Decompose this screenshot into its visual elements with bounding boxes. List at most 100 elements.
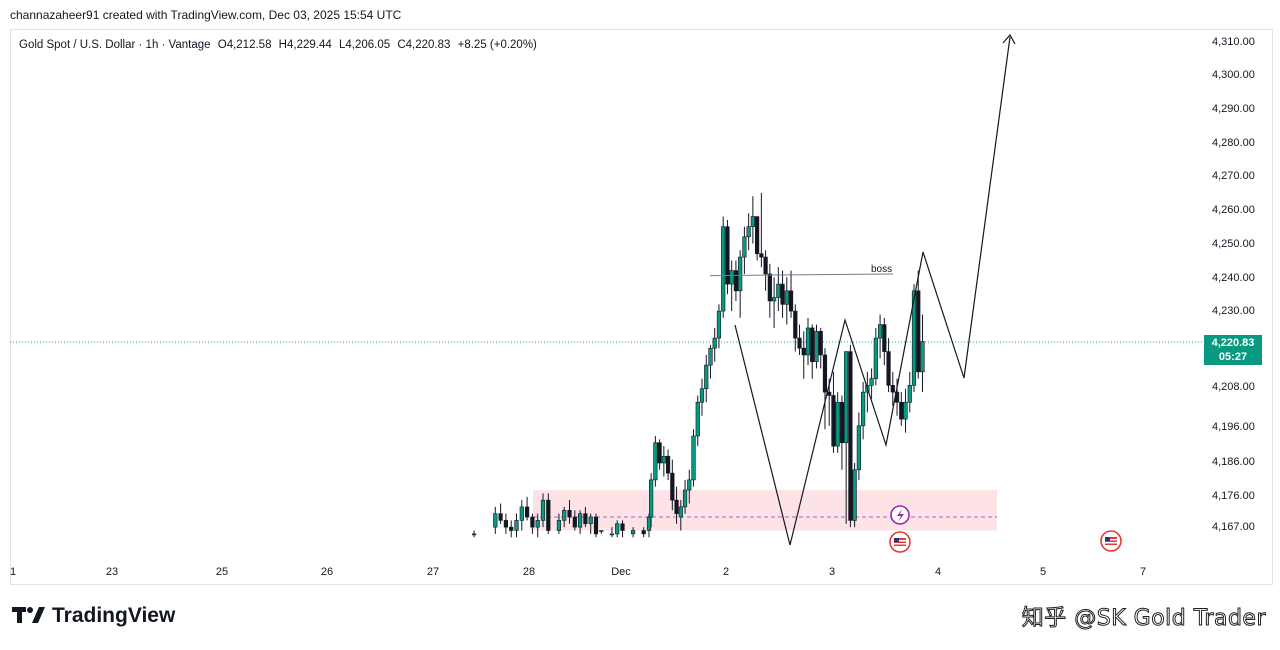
candle-body xyxy=(911,290,917,386)
candle-body xyxy=(882,324,887,352)
candle-body xyxy=(771,297,777,302)
chart-caption: channazaheer91 created with TradingView.… xyxy=(10,8,402,22)
y-tick-label: 4,290.00 xyxy=(1212,103,1255,115)
candle-body xyxy=(818,331,823,356)
candle-body xyxy=(869,378,874,386)
candle-body xyxy=(546,499,551,531)
x-tick-label: 26 xyxy=(321,566,333,578)
candle-body xyxy=(593,516,599,535)
candle-body xyxy=(746,226,751,238)
symbol-legend: Gold Spot / U.S. Dollar · 1h · Vantage O… xyxy=(19,39,541,51)
candle-body xyxy=(657,442,662,464)
y-tick-label: 4,280.00 xyxy=(1212,137,1255,149)
candle-body xyxy=(903,401,908,420)
candle-body xyxy=(630,530,636,535)
demand-zone xyxy=(533,490,997,531)
x-tick-label: 3 xyxy=(829,566,835,578)
candle-body xyxy=(572,516,577,528)
candle-body xyxy=(641,530,646,535)
candle-body xyxy=(653,442,658,481)
tradingview-logo-text: TradingView xyxy=(52,604,176,627)
candle-body xyxy=(493,513,498,528)
ohlc-high: H4,229.44 xyxy=(278,39,332,51)
candle-body xyxy=(797,337,802,349)
y-tick-label: 4,167.00 xyxy=(1212,521,1255,533)
us-flag-stripe-white-icon xyxy=(894,540,906,542)
x-tick-label: 28 xyxy=(523,566,535,578)
us-flag-canton-icon xyxy=(894,538,899,542)
candle-body xyxy=(524,506,530,518)
x-tick-label: 25 xyxy=(216,566,228,578)
tradingview-logo-icon xyxy=(12,607,45,623)
candle-body xyxy=(805,327,811,356)
candle-body xyxy=(577,513,583,528)
candle-body xyxy=(835,401,840,447)
candle-body xyxy=(712,337,717,349)
x-tick-label: 5 xyxy=(1040,566,1046,578)
candle-body xyxy=(599,530,604,532)
y-tick-label: 4,270.00 xyxy=(1212,170,1255,182)
candle-body xyxy=(509,526,514,531)
y-tick-label: 4,208.00 xyxy=(1212,381,1255,393)
candle-body xyxy=(852,469,857,521)
candle-body xyxy=(687,479,692,491)
candle-body xyxy=(721,226,726,312)
candle-body xyxy=(704,364,709,390)
x-tick-label: 27 xyxy=(427,566,439,578)
candle-body xyxy=(695,401,700,437)
tradingview-logo[interactable]: TradingView xyxy=(12,604,175,628)
candle-body xyxy=(886,351,891,386)
us-flag-stripes-icon xyxy=(894,538,906,546)
candle-body xyxy=(920,341,925,373)
us-flag-canton-icon xyxy=(1105,537,1110,541)
candle-body xyxy=(556,520,561,531)
boss-line xyxy=(709,273,894,277)
candle-body xyxy=(899,401,904,420)
candle-body xyxy=(665,455,671,474)
y-tick-label: 4,250.00 xyxy=(1212,238,1255,250)
boss-label: boss xyxy=(871,264,892,275)
candle-body xyxy=(649,479,654,518)
candle-body xyxy=(691,435,696,481)
candle-body xyxy=(514,520,519,531)
candle-body xyxy=(540,499,546,521)
candle-body xyxy=(801,347,806,356)
us-flag-stripe-white-icon xyxy=(1105,542,1117,544)
y-tick-label: 4,260.00 xyxy=(1212,204,1255,216)
candle-body xyxy=(793,310,798,339)
candle-body xyxy=(877,324,883,339)
lightning-glyph-icon xyxy=(897,509,904,522)
x-tick-label: 23 xyxy=(106,566,118,578)
y-tick-label: 4,186.00 xyxy=(1212,456,1255,468)
candle-body xyxy=(562,509,567,521)
candle-body xyxy=(498,513,503,521)
ohlc-close: C4,220.83 xyxy=(397,39,451,51)
candle-body xyxy=(674,499,679,514)
candle-body xyxy=(682,489,688,508)
candle-body xyxy=(784,290,789,305)
candle-body xyxy=(716,310,722,339)
ohlc-low: L4,206.05 xyxy=(338,39,391,51)
y-tick-label: 4,310.00 xyxy=(1212,36,1255,48)
candle-body xyxy=(567,509,572,518)
us-flag-stripe-white-icon xyxy=(894,543,906,545)
candle-body xyxy=(788,290,794,312)
candle-body xyxy=(767,273,772,302)
candle-body xyxy=(814,331,819,363)
candle-body xyxy=(759,253,764,258)
candle-body xyxy=(810,327,815,363)
projection-path xyxy=(734,36,1011,546)
ohlc-open: O4,212.58 xyxy=(217,39,272,51)
candle-body xyxy=(588,516,593,525)
y-tick-label: 4,300.00 xyxy=(1212,69,1255,81)
candle-body xyxy=(609,533,614,536)
candle-body xyxy=(535,520,540,528)
candle-body xyxy=(844,351,849,444)
candle-body xyxy=(503,520,509,528)
candle-body xyxy=(583,513,588,525)
candle-body xyxy=(827,391,832,396)
candle-body xyxy=(620,523,625,531)
x-tick-label: 2 xyxy=(723,566,729,578)
projection-arrowhead xyxy=(1002,33,1016,45)
